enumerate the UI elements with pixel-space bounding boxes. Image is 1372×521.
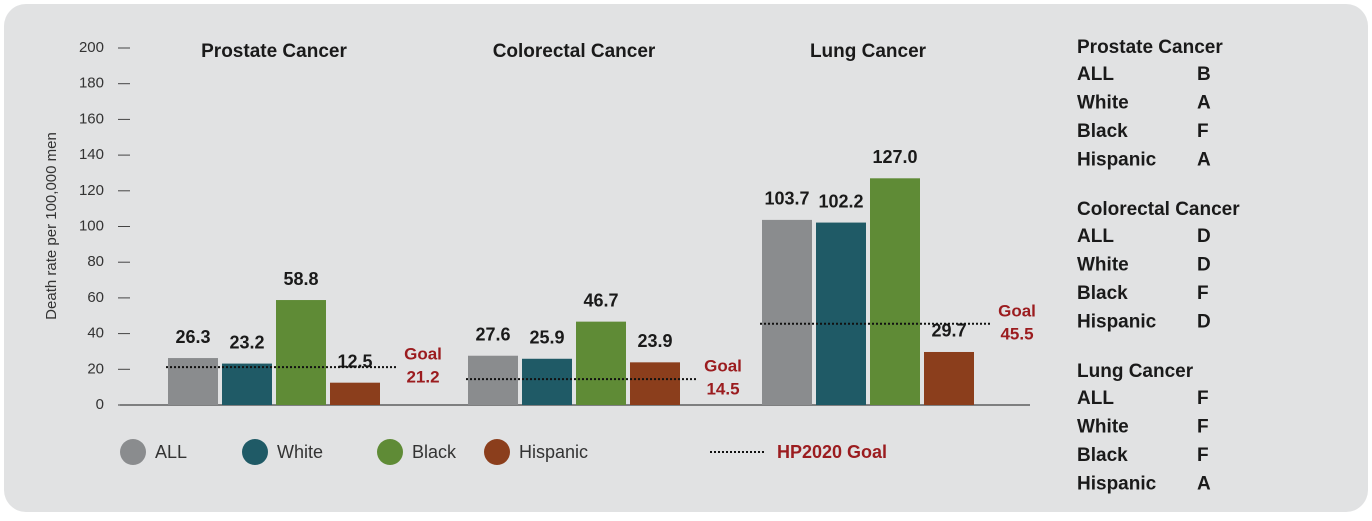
value-label: 29.7 [931,321,966,341]
goal-value: 14.5 [706,380,739,399]
bar [630,362,680,405]
y-tick-label: 80 [87,253,104,270]
grade-value: F [1197,388,1209,409]
grade-group: Black [1077,445,1128,466]
y-tick-label: 20 [87,360,104,377]
y-axis-label: Death rate per 100,000 men [43,132,60,320]
grade-group: White [1077,93,1129,114]
y-tick-label: 180 [79,75,104,92]
grade-group: Hispanic [1077,150,1157,171]
y-tick-label: 120 [79,182,104,199]
grade-value: D [1197,312,1211,333]
legend-label: Black [412,442,457,462]
y-tick-label: 40 [87,325,104,342]
goal-value: 45.5 [1000,324,1033,343]
legend-swatch [120,439,146,465]
grade-value: F [1197,283,1209,304]
bar [522,358,572,405]
value-label: 25.9 [529,328,564,348]
bar [168,358,218,405]
grade-value: B [1197,64,1211,85]
value-label: 23.2 [229,332,264,352]
group-title: Prostate Cancer [201,41,347,62]
bar [870,178,920,405]
y-tick-label: 100 [79,217,104,234]
value-label: 127.0 [872,147,917,167]
grade-group: ALL [1077,64,1114,85]
value-label: 23.9 [637,331,672,351]
bar [276,300,326,405]
grade-group: Hispanic [1077,312,1157,333]
value-label: 27.6 [475,324,510,344]
legend-label: ALL [155,442,187,462]
grade-group: Black [1077,283,1128,304]
grade-title: Colorectal Cancer [1077,199,1240,220]
legend-swatch [484,439,510,465]
value-label: 58.8 [283,269,318,289]
y-tick-label: 160 [79,110,104,127]
y-tick-label: 140 [79,146,104,163]
bar [330,382,380,405]
grade-group: White [1077,255,1129,276]
goal-label: Goal [704,357,742,376]
value-label: 12.5 [337,351,372,371]
grade-title: Prostate Cancer [1077,37,1223,58]
bar [924,351,974,405]
grade-value: F [1197,445,1209,466]
bar [762,219,812,405]
y-tick-label: 200 [79,39,104,56]
grade-value: F [1197,121,1209,142]
grade-title: Lung Cancer [1077,361,1194,382]
value-label: 26.3 [175,327,210,347]
grade-value: A [1197,150,1211,171]
legend-swatch [377,439,403,465]
panel [4,4,1368,512]
value-label: 103.7 [764,189,809,209]
bar [222,363,272,405]
goal-label: Goal [998,301,1036,320]
grade-group: ALL [1077,226,1114,247]
legend-label: Hispanic [519,442,588,462]
grade-value: A [1197,474,1211,495]
value-label: 46.7 [583,290,618,310]
grade-value: D [1197,255,1211,276]
grade-group: Black [1077,121,1128,142]
goal-value: 21.2 [406,368,439,387]
grade-group: Hispanic [1077,474,1157,495]
y-tick-label: 0 [96,396,104,413]
grade-group: White [1077,417,1129,438]
grade-value: A [1197,93,1211,114]
legend-label: White [277,442,323,462]
grade-value: D [1197,226,1211,247]
bar [816,222,866,405]
legend-goal-label: HP2020 Goal [777,442,887,462]
group-title: Lung Cancer [810,41,927,62]
grade-group: ALL [1077,388,1114,409]
value-label: 102.2 [818,191,863,211]
group-title: Colorectal Cancer [493,41,656,62]
goal-label: Goal [404,345,442,364]
bar [576,321,626,405]
bar [468,355,518,405]
y-tick-label: 60 [87,289,104,306]
grade-value: F [1197,417,1209,438]
legend-swatch [242,439,268,465]
